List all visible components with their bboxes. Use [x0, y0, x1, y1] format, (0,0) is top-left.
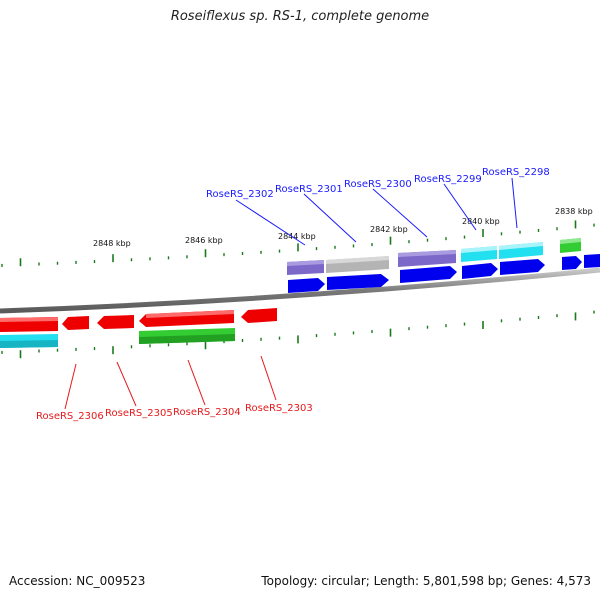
leader-line [260, 355, 277, 401]
gene-label-2301: RoseRS_2301 [275, 184, 343, 195]
scale-label-2846: 2846 kbp [185, 236, 223, 245]
leader-line [443, 183, 477, 231]
cog-feature [499, 242, 543, 250]
scale-ticks-outer [1, 220, 595, 267]
leader-line [303, 193, 357, 243]
cds-reverse [0, 317, 58, 322]
gene-label-2299: RoseRS_2299 [414, 174, 482, 185]
cds-reverse [146, 310, 234, 318]
scale-label-2842: 2842 kbp [370, 225, 408, 234]
leader-line [187, 359, 206, 406]
scale-label-2848: 2848 kbp [93, 239, 131, 248]
genome-info-text: Topology: circular; Length: 5,801,598 bp… [261, 574, 591, 588]
gene-label-2304: RoseRS_2304 [173, 407, 241, 418]
cds-forward [562, 256, 582, 270]
gene-label-2306: RoseRS_2306 [36, 411, 104, 422]
scale-label-2844: 2844 kbp [278, 232, 316, 241]
cds-forward [400, 266, 457, 283]
scale-label-2840: 2840 kbp [462, 217, 500, 226]
gene-label-2303: RoseRS_2303 [245, 403, 313, 414]
leader-line [64, 363, 77, 410]
leader-line [372, 188, 428, 238]
cds-forward [462, 263, 498, 279]
cds-forward [500, 259, 545, 275]
cds-forward [327, 274, 389, 290]
cds-forward [288, 278, 325, 293]
accession-text: Accession: NC_009523 [9, 574, 146, 588]
cog-feature [139, 334, 235, 344]
genome-backbone [0, 267, 600, 314]
gene-label-2300: RoseRS_2300 [344, 179, 412, 190]
cog-feature [0, 340, 58, 348]
cog-track-reverse [0, 328, 235, 348]
cog-feature [287, 260, 324, 266]
cds-reverse [62, 316, 89, 330]
leader-line [235, 199, 306, 246]
gene-label-2298: RoseRS_2298 [482, 167, 550, 178]
scale-labels: 2848 kbp 2846 kbp 2844 kbp 2842 kbp 2840… [93, 207, 593, 248]
forward-gene-labels: RoseRS_2302 RoseRS_2301 RoseRS_2300 Rose… [206, 167, 550, 246]
cds-track-reverse [0, 308, 277, 332]
scale-label-2838: 2838 kbp [555, 207, 593, 216]
gene-label-2305: RoseRS_2305 [105, 408, 173, 419]
leader-line [511, 177, 518, 229]
cds-forward [584, 254, 600, 268]
cds-reverse [241, 308, 277, 323]
map-title: Roseiflexus sp. RS-1, complete genome [170, 9, 430, 24]
cds-reverse [97, 315, 134, 329]
cog-feature [326, 256, 389, 264]
cog-feature [560, 238, 581, 244]
cog-feature [461, 246, 497, 253]
cds-track-forward [288, 254, 600, 293]
cog-track-forward [287, 238, 581, 275]
cog-feature [398, 250, 456, 257]
reverse-gene-labels: RoseRS_2306 RoseRS_2305 RoseRS_2304 Rose… [36, 355, 313, 422]
leader-line [116, 361, 137, 407]
gene-label-2302: RoseRS_2302 [206, 189, 274, 200]
scale-ticks-inner [1, 310, 595, 359]
